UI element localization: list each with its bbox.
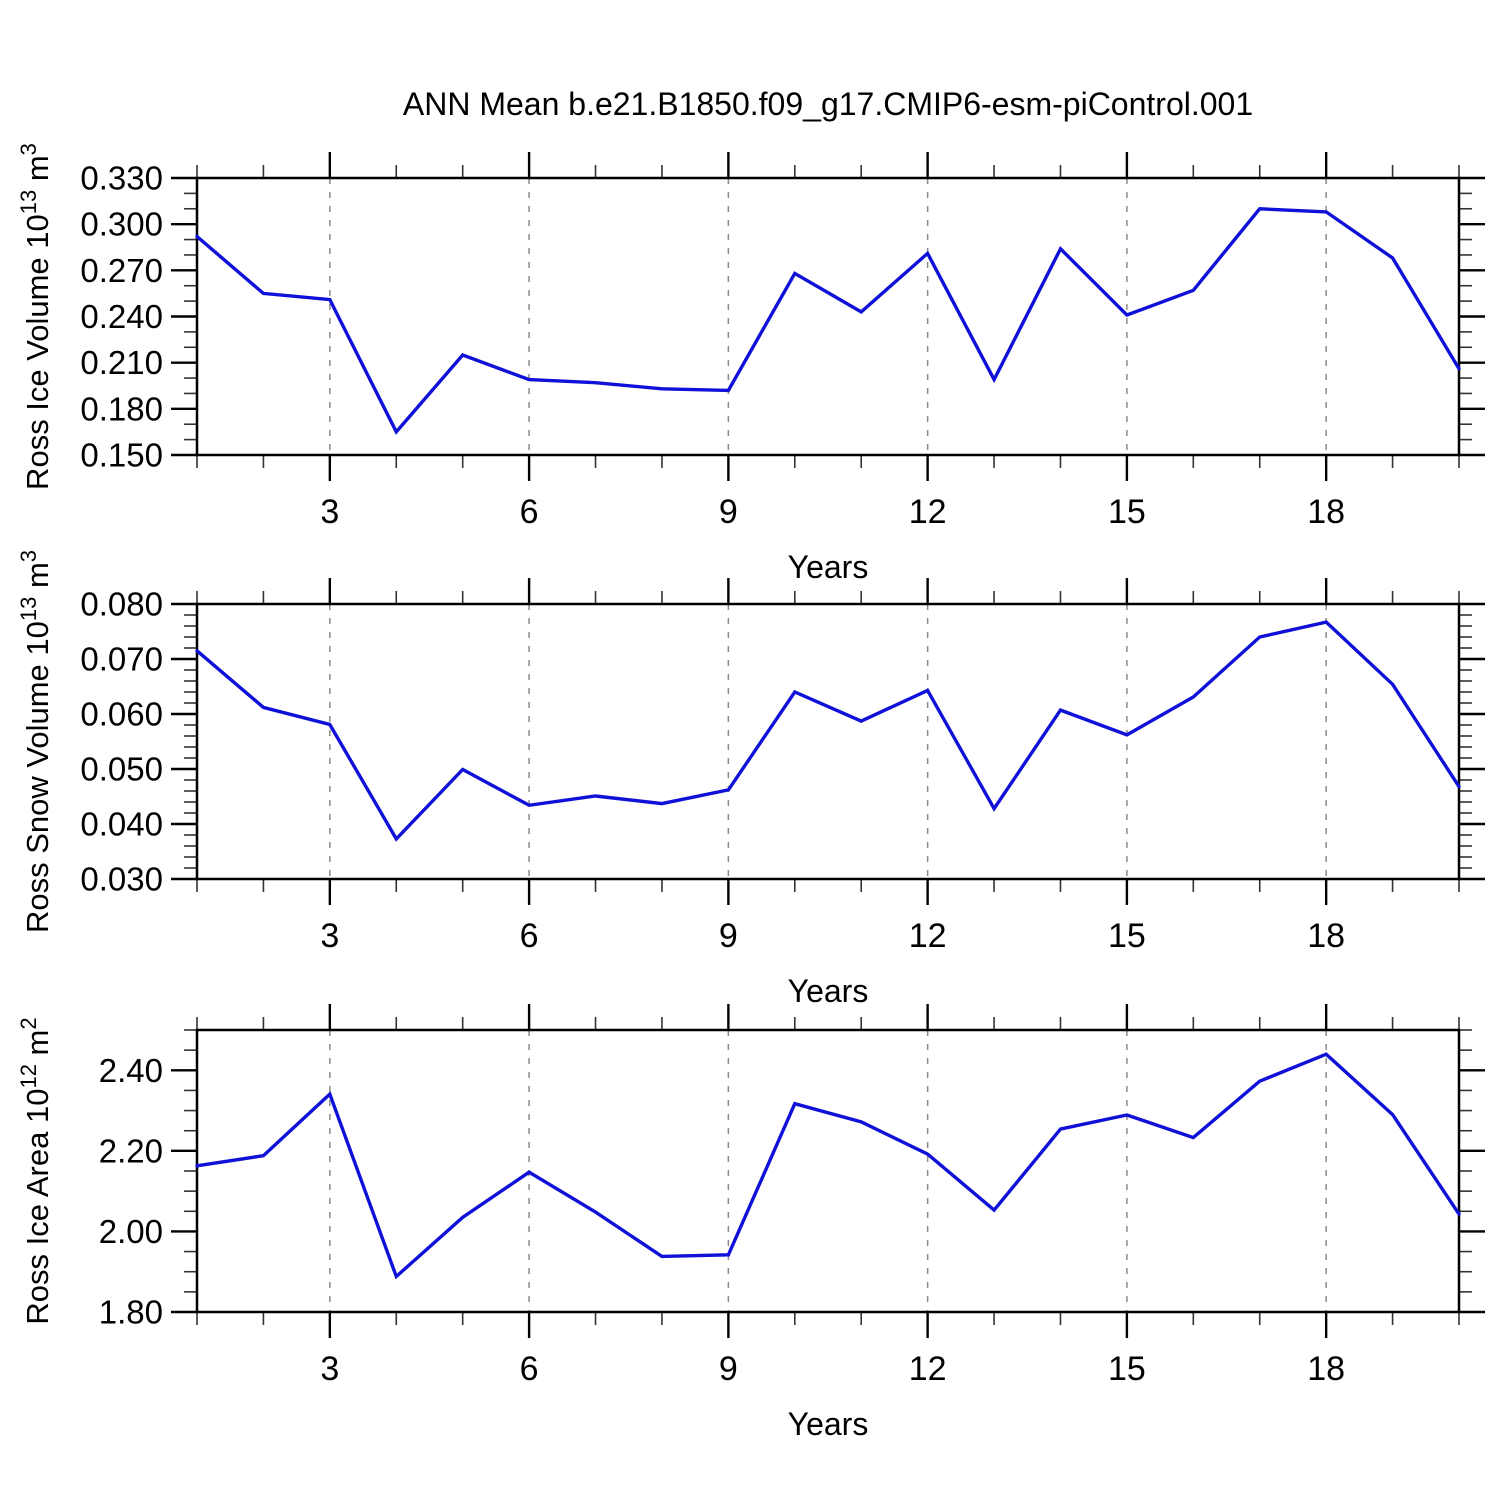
x-tick-label: 12 [909,493,947,531]
x-tick-label: 3 [320,493,339,531]
panel-frame-2 [195,602,1461,881]
data-line-ross-ice-volume [195,207,1461,435]
y-tick-label: 2.40 [99,1052,163,1089]
x-tick-label: 18 [1307,917,1345,955]
y-tick-label: 0.270 [80,252,163,289]
y-tick-label: 2.00 [99,1213,163,1250]
y-tick-label: 0.050 [80,751,163,788]
x-tick-label: 6 [520,493,539,531]
x-tick-label: 18 [1307,1350,1345,1388]
y-axis-title: Ross Ice Volume 1013​ m3​ [16,143,55,490]
x-tick-label: 3 [320,917,339,955]
x-tick-label: 6 [520,1350,539,1388]
data-line-ross-snow-volume [195,620,1461,842]
panel-frame-1 [195,176,1461,457]
y-tick-label: 0.030 [80,861,163,898]
y-tick-label: 0.150 [80,437,163,474]
x-tick-label: 6 [520,917,539,955]
x-tick-label: 15 [1108,917,1146,955]
y-tick-label: 0.300 [80,206,163,243]
x-tick-label: 9 [719,917,738,955]
x-tick-label: 15 [1108,493,1146,531]
y-tick-label: 2.20 [99,1132,163,1169]
x-tick-label: 18 [1307,493,1345,531]
y-tick-label: 0.070 [80,641,163,678]
x-axis-title: Years [788,973,869,1009]
panel-frame-3 [195,1028,1461,1314]
chart-title: ANN Mean b.e21.B1850.f09_g17.CMIP6-esm-p… [402,86,1254,122]
y-tick-label: 0.330 [80,160,163,197]
x-axis-title: Years [788,1406,869,1442]
y-tick-label: 0.060 [80,696,163,733]
x-tick-label: 3 [320,1350,339,1388]
x-tick-label: 12 [909,917,947,955]
x-tick-label: 9 [719,1350,738,1388]
x-axis-title: Years [788,549,869,585]
x-tick-label: 9 [719,493,738,531]
y-tick-label: 0.040 [80,806,163,843]
y-tick-label: 0.080 [80,586,163,623]
y-axis-title: Ross Snow Volume 1013​ m3​ [16,550,55,933]
y-tick-label: 0.180 [80,390,163,427]
y-tick-label: 0.210 [80,344,163,381]
y-axis-title: Ross Ice Area 1012​ m2​ [16,1017,55,1324]
x-tick-label: 15 [1108,1350,1146,1388]
y-tick-label: 1.80 [99,1294,163,1331]
data-line-ross-ice-area [195,1052,1461,1280]
y-tick-label: 0.240 [80,298,163,335]
x-tick-label: 12 [909,1350,947,1388]
